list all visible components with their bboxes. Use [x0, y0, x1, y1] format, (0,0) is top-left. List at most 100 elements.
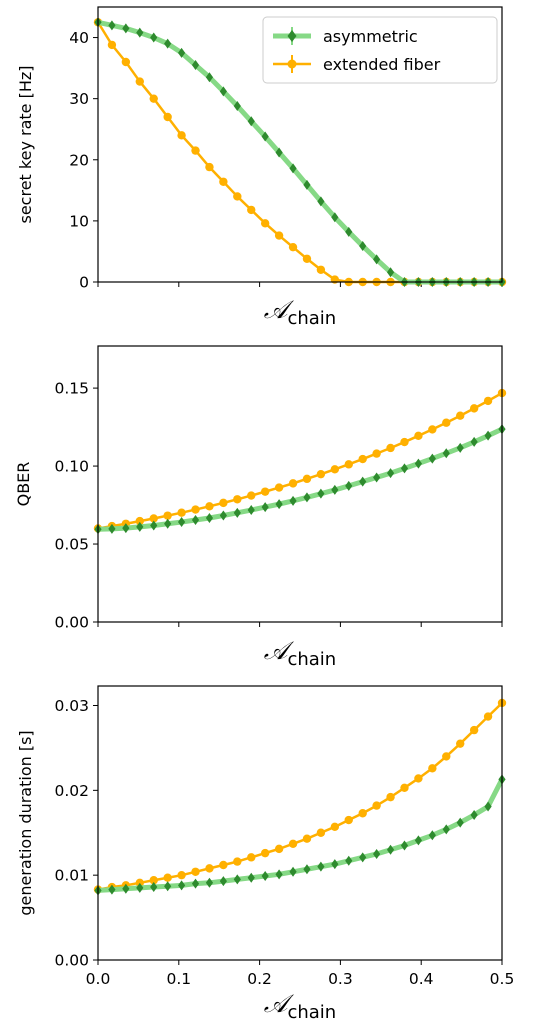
- plot-area: [93, 698, 507, 896]
- x-axis-label: 𝒜chain: [264, 295, 336, 329]
- data-point-extended-fiber: [274, 483, 284, 492]
- data-point-extended-fiber: [483, 712, 493, 721]
- data-point-asymmetric: [205, 512, 214, 523]
- data-point-asymmetric: [122, 523, 130, 534]
- data-point-extended-fiber: [302, 474, 312, 484]
- data-point-extended-fiber: [400, 437, 409, 447]
- data-point-asymmetric: [373, 472, 381, 483]
- data-point-asymmetric: [150, 32, 158, 43]
- data-point-extended-fiber: [316, 265, 326, 274]
- series-line-extended-fiber: [97, 702, 503, 891]
- data-point-extended-fiber: [469, 725, 479, 735]
- data-point-extended-fiber: [330, 465, 340, 474]
- y-tick-label: 0.01: [54, 867, 89, 885]
- data-point-extended-fiber: [247, 853, 256, 862]
- data-point-asymmetric: [261, 502, 269, 513]
- data-point-asymmetric: [373, 254, 381, 265]
- x-tick-label: 0.2: [247, 970, 272, 988]
- data-point-extended-fiber: [330, 822, 340, 832]
- data-point-extended-fiber: [456, 739, 465, 748]
- data-point-asymmetric: [150, 882, 158, 893]
- x-axis-label-subscript: chain: [287, 1002, 336, 1023]
- data-point-extended-fiber: [177, 131, 186, 140]
- data-point-extended-fiber: [428, 425, 437, 434]
- data-point-asymmetric: [289, 866, 297, 877]
- data-point-asymmetric: [345, 480, 353, 491]
- data-point-extended-fiber: [149, 876, 158, 885]
- data-point-extended-fiber: [288, 479, 298, 488]
- legend-frame: [262, 16, 498, 84]
- data-point-extended-fiber: [219, 177, 228, 186]
- x-axis-label: 𝒜chain: [264, 636, 336, 670]
- data-point-extended-fiber: [247, 491, 256, 500]
- data-point-extended-fiber: [344, 815, 353, 825]
- data-point-extended-fiber: [205, 864, 214, 873]
- y-axis-label: secret key rate [Hz]: [16, 66, 35, 224]
- data-point-extended-fiber: [260, 848, 270, 858]
- data-point-asymmetric: [177, 880, 186, 891]
- data-point-extended-fiber: [442, 752, 451, 761]
- data-point-extended-fiber: [205, 162, 214, 172]
- data-point-asymmetric: [373, 848, 381, 859]
- data-point-asymmetric: [442, 824, 450, 835]
- y-tick-label: 0.00: [54, 952, 89, 970]
- data-point-asymmetric: [442, 448, 450, 459]
- data-point-asymmetric: [261, 131, 269, 142]
- data-point-extended-fiber: [205, 502, 214, 511]
- data-point-extended-fiber: [191, 867, 200, 876]
- y-tick-label: 0.10: [54, 458, 89, 476]
- axes-frame: [97, 685, 503, 961]
- series-line-extended-fiber: [97, 391, 503, 530]
- data-point-asymmetric: [303, 864, 311, 875]
- data-point-asymmetric: [205, 877, 214, 888]
- data-point-asymmetric: [359, 852, 367, 863]
- data-point-asymmetric: [233, 874, 241, 885]
- data-point-asymmetric: [428, 830, 436, 841]
- data-point-asymmetric: [484, 801, 492, 812]
- data-point-asymmetric: [331, 859, 339, 870]
- data-point-asymmetric: [303, 492, 311, 503]
- data-point-extended-fiber: [316, 469, 326, 479]
- data-point-asymmetric: [191, 60, 200, 71]
- data-point-asymmetric: [233, 507, 241, 518]
- data-point-extended-fiber: [135, 878, 144, 888]
- data-point-asymmetric: [484, 430, 492, 441]
- data-point-extended-fiber: [302, 834, 312, 843]
- data-point-asymmetric: [470, 436, 478, 447]
- data-point-asymmetric: [205, 72, 214, 83]
- data-point-extended-fiber: [247, 205, 256, 215]
- data-point-extended-fiber: [149, 94, 158, 103]
- data-point-asymmetric: [275, 147, 283, 158]
- data-point-asymmetric: [359, 476, 367, 487]
- data-point-asymmetric: [247, 872, 255, 883]
- x-tick-label: 0.4: [409, 970, 434, 988]
- data-point-extended-fiber: [107, 40, 117, 50]
- series-line-asymmetric: [97, 778, 505, 893]
- panel-secret-key-rate: 0 10 20 30 40 secret key rate [Hz] 𝒜chain asymm…: [16, 6, 507, 329]
- data-point-extended-fiber: [233, 495, 242, 504]
- data-point-asymmetric: [247, 505, 255, 516]
- x-tick-label: 0.5: [490, 970, 515, 988]
- data-point-asymmetric: [386, 267, 395, 278]
- data-point-extended-fiber: [358, 454, 367, 464]
- data-point-extended-fiber: [191, 505, 200, 514]
- data-point-asymmetric: [386, 468, 395, 479]
- data-point-asymmetric: [414, 458, 423, 469]
- data-point-extended-fiber: [260, 487, 270, 496]
- data-point-extended-fiber: [135, 516, 144, 526]
- data-point-asymmetric: [164, 518, 172, 529]
- data-point-asymmetric: [428, 453, 436, 464]
- data-point-extended-fiber: [428, 764, 437, 773]
- data-point-extended-fiber: [414, 774, 423, 783]
- panel-generation-duration: 0.00 0.01 0.02 0.03 0.0 0.1 0.2 0.3 0.4 0.5 genera…: [16, 685, 515, 1023]
- legend: asymmetric extended fiber: [262, 16, 498, 84]
- y-tick-label: 10: [69, 212, 89, 230]
- y-axis-label: generation duration [s]: [16, 730, 35, 915]
- data-point-asymmetric: [136, 521, 144, 532]
- data-point-asymmetric: [108, 20, 116, 31]
- data-point-asymmetric: [359, 240, 367, 251]
- x-axis-label: 𝒜chain: [264, 989, 336, 1023]
- data-point-asymmetric: [219, 510, 227, 521]
- data-point-asymmetric: [400, 463, 409, 474]
